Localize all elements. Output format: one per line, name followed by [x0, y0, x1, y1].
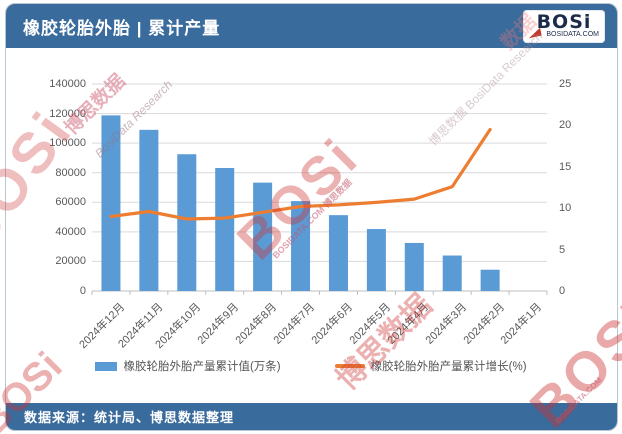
footer-bar: 数据来源：统计局、博思数据整理 [6, 403, 617, 430]
data-source-text: 数据来源：统计局、博思数据整理 [24, 410, 235, 425]
page-title: 橡胶轮胎外胎 | 累计产量 [23, 18, 221, 38]
header-bar: 橡胶轮胎外胎 | 累计产量 BOSi BOSIDATA.COM [6, 4, 617, 48]
chart-body [6, 48, 617, 403]
logo-subtext: BOSIDATA.COM [546, 30, 599, 38]
report-card: 橡胶轮胎外胎 | 累计产量 BOSi BOSIDATA.COM 数据来源：统计局… [5, 3, 618, 431]
logo-triangle-icon [527, 27, 542, 38]
logo-text: BOSi [536, 10, 592, 33]
bosi-logo: BOSi BOSIDATA.COM [523, 9, 605, 43]
